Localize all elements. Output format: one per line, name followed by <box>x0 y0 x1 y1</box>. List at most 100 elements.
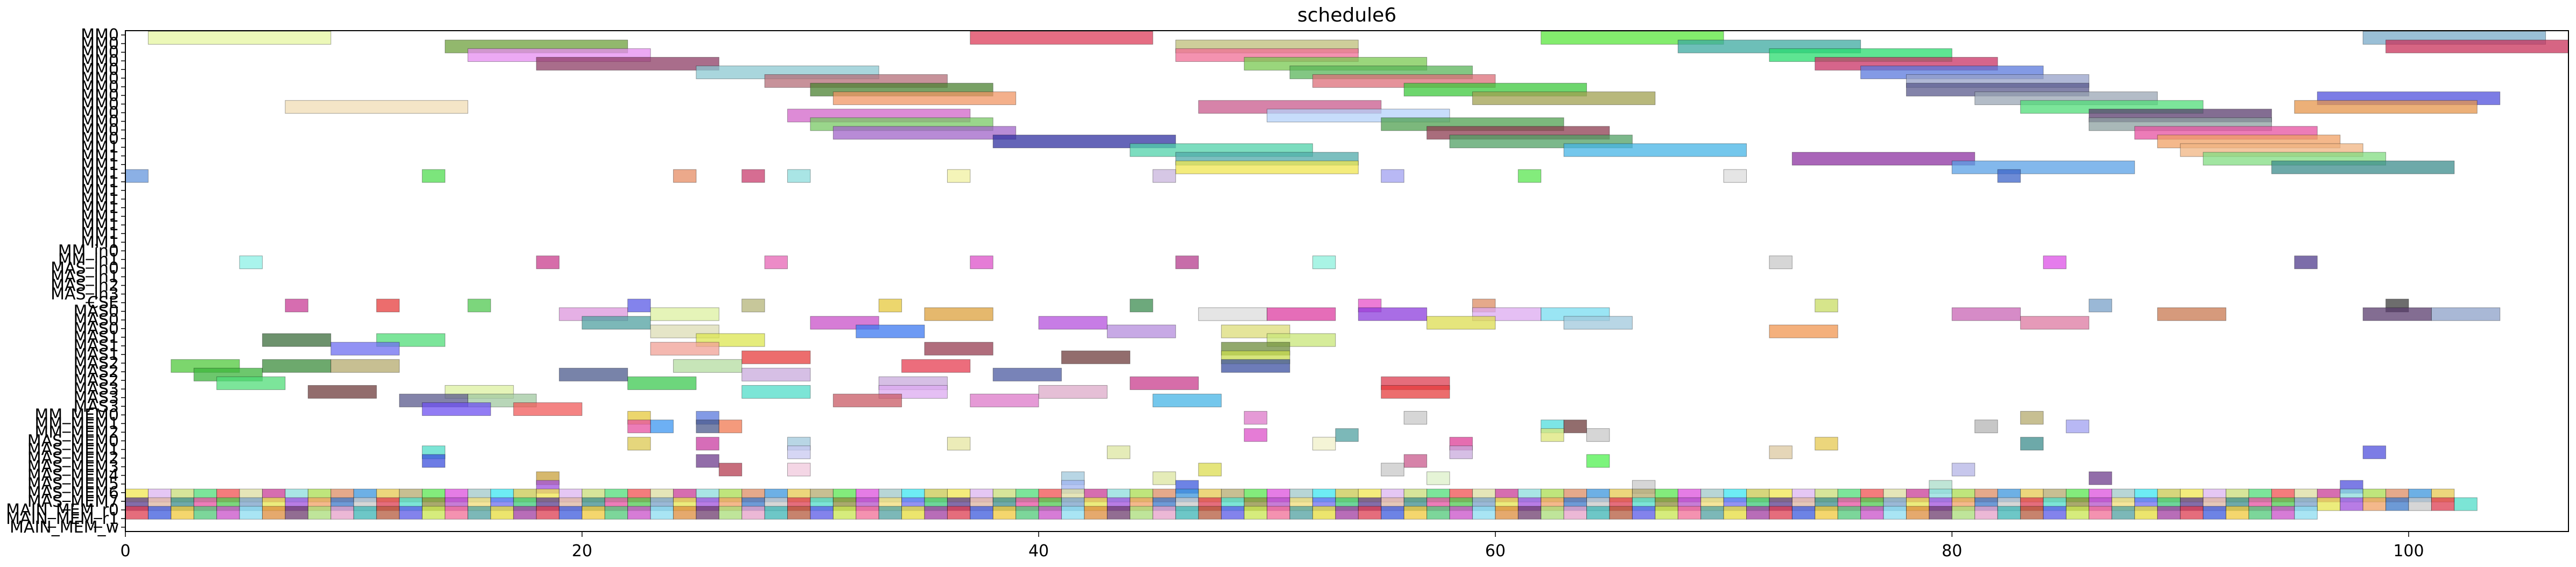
task-bar-64 <box>536 256 560 270</box>
y-tick-label-2: MM0 <box>81 43 119 62</box>
y-tick-label-56: MAIN_MEM_r1 <box>6 509 119 528</box>
task-bar-153 <box>696 420 719 434</box>
y-tick-label-21: MM1 <box>81 207 119 226</box>
y-tick-label-31: CSE <box>87 294 119 313</box>
task-bar-435 <box>878 506 902 520</box>
y-tick-label-50: MAS_MEM3 <box>27 458 119 477</box>
task-bar-1 <box>970 31 1153 45</box>
task-bar-467 <box>1609 506 1633 520</box>
y-tick-label-48: MAS_MEM1 <box>27 441 119 459</box>
task-bar-488 <box>2088 506 2112 520</box>
task-bar-73 <box>376 299 400 313</box>
task-bar-159 <box>1244 428 1267 442</box>
task-bar-131 <box>1130 376 1199 390</box>
task-bar-94 <box>2362 307 2432 321</box>
y-tick-label-26: MM_in1 <box>58 250 119 269</box>
task-bar-452 <box>1266 506 1290 520</box>
y-tick-label-47: MAS_MEM0 <box>27 431 119 450</box>
task-bar-181 <box>718 463 743 477</box>
task-bar-405 <box>193 506 217 520</box>
task-bar-123 <box>1221 359 1290 373</box>
task-bar-129 <box>627 376 697 390</box>
task-bar-142 <box>970 393 1039 408</box>
task-bar-163 <box>627 437 651 451</box>
task-bar-185 <box>1951 463 1975 477</box>
y-tick-label-16: MM1 <box>81 164 119 183</box>
y-tick-label-43: MAS3 <box>73 397 119 416</box>
task-bar-87 <box>1198 307 1267 321</box>
task-bar-154 <box>718 420 743 434</box>
task-bar-145 <box>513 402 583 416</box>
y-tick-label-44: MM_MEM0 <box>34 406 119 424</box>
task-bar-190 <box>2088 471 2112 485</box>
task-bar-189 <box>1427 471 1450 485</box>
task-bar-468 <box>1632 506 1656 520</box>
task-bar-469 <box>1655 506 1678 520</box>
task-bar-418 <box>490 506 514 520</box>
task-bar-23 <box>832 91 1017 105</box>
task-bar-455 <box>1335 506 1359 520</box>
task-bar-122 <box>901 359 971 373</box>
task-bar-460 <box>1449 506 1473 520</box>
task-bar-109 <box>696 333 765 347</box>
task-bar-470 <box>1677 506 1702 520</box>
task-bar-436 <box>901 506 925 520</box>
task-bar-411 <box>330 506 354 520</box>
y-tick-label-54: MAS_MEM7 <box>27 492 119 511</box>
task-bar-433 <box>832 506 857 520</box>
task-bar-398 <box>2386 497 2409 511</box>
plot-frame <box>125 30 2569 532</box>
task-bar-444 <box>1084 506 1107 520</box>
task-bar-399 <box>2408 497 2432 511</box>
task-bar-403 <box>147 506 172 520</box>
task-bar-149 <box>1403 411 1428 425</box>
y-tick-label-37: MAS1 <box>73 345 119 364</box>
task-bar-402 <box>125 506 149 520</box>
task-bar-406 <box>216 506 240 520</box>
y-tick-label-18: MM1 <box>81 181 119 200</box>
task-bar-72 <box>285 299 308 313</box>
task-bar-438 <box>947 506 971 520</box>
task-bar-170 <box>2020 437 2044 451</box>
task-bar-481 <box>1929 506 1952 520</box>
y-tick-label-45: MM_MEM1 <box>34 414 119 433</box>
task-bar-439 <box>970 506 993 520</box>
task-bar-425 <box>650 506 674 520</box>
task-bar-54 <box>673 169 697 183</box>
task-bar-404 <box>171 506 194 520</box>
task-bar-448 <box>1175 506 1199 520</box>
task-bar-422 <box>582 506 605 520</box>
x-tick-label-5: 100 <box>2393 542 2424 561</box>
task-bar-442 <box>1038 506 1062 520</box>
task-bar-59 <box>1381 169 1405 183</box>
y-tick-label-3: MM0 <box>81 52 119 70</box>
y-tick-label-33: MAS0 <box>73 311 119 330</box>
task-bar-67 <box>1175 256 1199 270</box>
y-tick-label-6: MM0 <box>81 77 119 96</box>
task-bar-157 <box>1974 420 1998 434</box>
task-bar-137 <box>1038 385 1107 399</box>
y-tick-label-7: MM0 <box>81 86 119 105</box>
y-tick-label-25: MM_in0 <box>58 242 119 260</box>
task-bar-440 <box>992 506 1017 520</box>
task-bar-58 <box>1152 169 1176 183</box>
task-bar-476 <box>1815 506 1838 520</box>
y-tick-label-17: MM1 <box>81 173 119 192</box>
task-bar-104 <box>1106 324 1176 338</box>
task-bar-495 <box>2248 506 2272 520</box>
task-bar-458 <box>1403 506 1428 520</box>
task-bar-420 <box>536 506 560 520</box>
task-bar-417 <box>467 506 491 520</box>
x-tick-label-1: 20 <box>572 542 592 561</box>
task-bar-7 <box>2386 39 2569 53</box>
task-bar-49 <box>1175 160 1359 174</box>
task-bar-65 <box>764 256 788 270</box>
task-bar-119 <box>262 359 331 373</box>
y-tick-label-5: MM0 <box>81 69 119 88</box>
x-tick-label-3: 60 <box>1485 542 1506 561</box>
task-bar-480 <box>1906 506 1930 520</box>
x-axis: 0 20 40 60 80 100 <box>120 531 2424 561</box>
y-tick-label-38: MAS2 <box>73 354 119 373</box>
y-tick-label-39: MAS2 <box>73 363 119 381</box>
task-bar-11 <box>536 56 719 71</box>
